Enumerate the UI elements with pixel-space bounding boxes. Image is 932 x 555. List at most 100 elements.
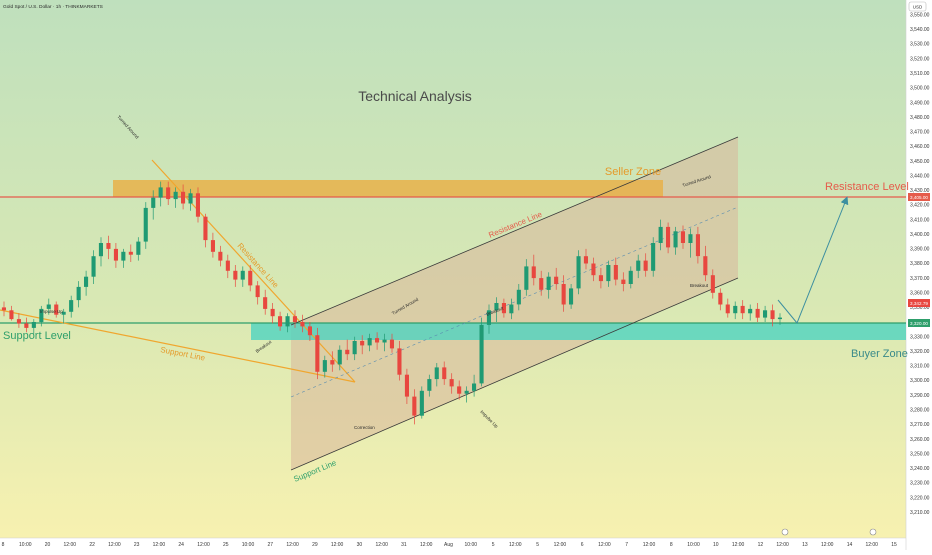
candle-body [315,335,320,372]
candle-body [666,226,671,248]
chart-title: Technical Analysis [358,88,472,104]
candle-body [1,307,6,311]
candle-body [643,260,648,271]
candle-body [636,260,641,271]
price-tick-label: 3,390.00 [910,247,930,253]
news-icon[interactable] [869,528,877,536]
time-tick-label: 12:00 [821,542,834,548]
time-tick-label: 12:00 [108,542,121,548]
time-tick-label: 23 [134,542,140,548]
time-tick-label: 22 [89,542,95,548]
candle-body [188,193,193,204]
candle-body [389,339,394,349]
annotation-impulse-up-1: Impulse Up [40,309,63,314]
candle-body [195,193,200,217]
candle-body [457,386,462,394]
candle-body [375,338,380,343]
candle-body [181,191,186,204]
resistance-level-label: Resistance Level [825,181,909,193]
candle-body [606,265,611,282]
price-tick-label: 3,310.00 [910,364,930,370]
candle-body [546,276,551,290]
candle-body [158,187,163,198]
time-tick-label: 10:00 [687,542,700,548]
time-axis-background [0,538,906,550]
candle-body [367,338,372,346]
price-tick-label: 3,480.00 [910,115,930,121]
time-tick-label: 10 [713,542,719,548]
candle-body [61,311,66,315]
time-tick-label: 12:00 [643,542,656,548]
channel-support-line [290,277,739,471]
price-tick-label: 3,550.00 [910,13,930,19]
time-tick-label: 13 [802,542,808,548]
candle-body [449,379,454,387]
price-tick-label: 3,260.00 [910,437,930,443]
price-tick-label: 3,380.00 [910,261,930,267]
candle-body [98,243,103,257]
candle-body [382,339,387,343]
candle-body [300,322,305,327]
candle-body [143,207,148,242]
price-tick-label: 3,520.00 [910,56,930,62]
price-axis-ticks: 3,550.00 3,540.00 3,530.00 3,520.00 3,510.00… [910,13,930,516]
candle-body [419,390,424,416]
buyer-zone [251,323,906,340]
price-tick-label: 3,470.00 [910,130,930,136]
price-tick-label: 3,370.00 [910,276,930,282]
price-tick-label: 3,230.00 [910,481,930,487]
price-tick-label: 3,210.00 [910,510,930,516]
candle-body [755,308,760,318]
candle-body [69,300,74,312]
time-tick-label: 24 [178,542,184,548]
price-tick-label: 3,400.00 [910,232,930,238]
candle-body [136,241,141,255]
time-tick-label: 10:00 [242,542,255,548]
candle-body [285,316,290,327]
candle-body [561,284,566,305]
candle-body [516,289,521,305]
candle-body [583,256,588,264]
candle-body [352,341,357,355]
channel-midline [290,206,739,398]
candle-body [718,292,723,305]
candle-body [151,197,156,208]
candle-body [404,374,409,397]
candle-body [307,326,312,336]
event-icon[interactable] [781,528,789,536]
candle-body [777,317,782,320]
candle-body [16,319,21,324]
time-tick-label: 12:00 [509,542,522,548]
candle-body [539,278,544,290]
time-tick-label: 31 [401,542,407,548]
candle-body [658,226,663,243]
candles [1,181,782,425]
time-tick-label: 14 [847,542,853,548]
projection-path [777,196,849,324]
price-tick-label: 3,430.00 [910,188,930,194]
candle-body [233,270,238,280]
candle-body [740,305,745,314]
price-tick-label: 3,510.00 [910,71,930,77]
candle-body [255,285,260,298]
currency-button[interactable] [908,1,927,12]
candle-body [576,256,581,289]
resistance-price-badge-text: 3,405.00 [910,195,928,200]
time-tick-label: 5 [536,542,539,548]
channel-resistance-line [290,136,739,326]
candle-body [91,256,96,277]
currency-label: USD [913,5,923,10]
candle-body [240,270,245,280]
candle-body [210,240,215,252]
candle-body [292,316,297,323]
resistance-line-diagonal [151,159,356,383]
annotation-breakout-2: Breakout [486,305,505,317]
candle-body [688,234,693,243]
candle-body [621,279,626,284]
candle-body [9,310,14,320]
time-tick-label: 29 [312,542,318,548]
seller-zone-label: Seller Zone [605,166,661,178]
candle-body [554,276,559,284]
candle-body [695,234,700,257]
